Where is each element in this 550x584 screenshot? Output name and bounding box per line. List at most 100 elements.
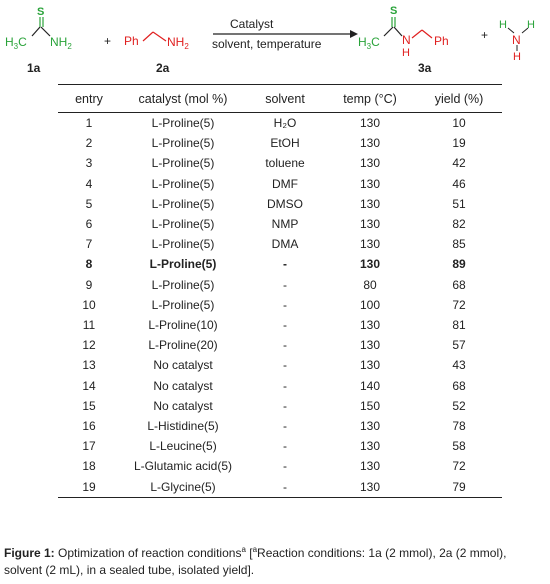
cell-solvent: - — [283, 439, 287, 454]
cell-solvent: - — [283, 257, 287, 272]
ammonia-h-right: H — [527, 19, 535, 31]
ammonia-h-left: H — [499, 19, 507, 31]
cell-solvent: - — [283, 378, 287, 393]
cell-solvent: toluene — [265, 156, 305, 171]
cell-entry: 2 — [85, 136, 93, 151]
cell-catalyst: L-Proline(5) — [151, 277, 215, 292]
cell-solvent: - — [283, 419, 287, 434]
cell-temp: 130 — [359, 257, 381, 272]
product-h3c: H3C — [358, 35, 380, 51]
ammonia-n: N — [512, 33, 521, 47]
cell-catalyst: L-Proline(5) — [151, 156, 215, 171]
cell-yield: 82 — [452, 217, 466, 232]
table-row: 15 No catalyst - 150 52 — [58, 396, 502, 416]
cell-temp: 130 — [359, 358, 381, 373]
cell-yield: 46 — [452, 176, 466, 191]
cell-entry: 18 — [82, 459, 96, 474]
table-row: 8 L-Proline(5) - 130 89 — [58, 254, 502, 274]
cell-yield: 68 — [452, 277, 466, 292]
cell-temp: 130 — [359, 217, 381, 232]
table-row: 5 L-Proline(5) DMSO 130 51 — [58, 194, 502, 214]
cell-temp: 130 — [359, 196, 381, 211]
cell-temp: 100 — [359, 297, 381, 312]
table-row: 14 No catalyst - 140 68 — [58, 376, 502, 396]
cell-yield: 79 — [416, 476, 502, 498]
ammonia-structure: H N H H — [499, 19, 535, 63]
reaction-scheme: S H3C NH2 1a + Ph NH2 2a Catalyst solven… — [5, 5, 535, 75]
table-row: 19 L-Glycine(5) -130 79 — [58, 476, 502, 498]
figure-caption: Figure 1: Optimization of reaction condi… — [4, 542, 544, 578]
optimization-table: entry catalyst (mol %) solvent temp (°C)… — [58, 84, 502, 498]
cell-entry: 11 — [82, 318, 96, 333]
cell-entry: 15 — [82, 398, 96, 413]
cell-solvent: - — [283, 398, 287, 413]
cell-entry: 19 — [58, 476, 120, 498]
cell-entry: 12 — [82, 338, 96, 353]
cell-temp: 130 — [324, 476, 416, 498]
thioacetamide-structure: S H3C NH2 1a — [5, 6, 72, 75]
cell-solvent: - — [246, 476, 324, 498]
amine-nh2: NH2 — [167, 35, 189, 51]
label-1a: 1a — [27, 61, 41, 75]
cell-catalyst: L-Proline(5) — [149, 257, 217, 272]
cell-yield: 42 — [452, 156, 466, 171]
benzylamine-structure: Ph NH2 2a — [124, 31, 189, 75]
table-header-row: entry catalyst (mol %) solvent temp (°C)… — [58, 84, 502, 113]
cell-catalyst: L-Leucine(5) — [149, 439, 217, 454]
product-nh-hydrogen: H — [402, 47, 410, 59]
cell-temp: 80 — [363, 277, 377, 292]
label-3a: 3a — [418, 61, 432, 75]
caption-note-superscript: a — [252, 545, 258, 554]
cell-yield: 72 — [452, 459, 466, 474]
cell-entry: 4 — [85, 176, 93, 191]
cell-temp: 130 — [359, 136, 381, 151]
table-row: 13 No catalyst - 130 43 — [58, 355, 502, 375]
cell-solvent: - — [283, 338, 287, 353]
cell-yield: 89 — [452, 257, 466, 272]
label-2a: 2a — [156, 61, 170, 75]
cell-yield: 19 — [452, 136, 466, 151]
caption-bracket: [ — [245, 546, 253, 560]
cell-catalyst: L-Proline(10) — [148, 318, 218, 333]
nh2-group: NH2 — [50, 35, 72, 51]
cell-entry: 7 — [85, 237, 93, 252]
cell-entry: 13 — [82, 358, 96, 373]
product-nitrogen: N — [402, 33, 411, 47]
plus-sign-1: + — [104, 34, 111, 48]
cell-temp: 130 — [359, 459, 381, 474]
cell-solvent: DMSO — [267, 196, 303, 211]
cell-solvent: - — [283, 318, 287, 333]
cell-entry: 14 — [82, 378, 96, 393]
table-row: 11 L-Proline(10) - 130 81 — [58, 315, 502, 335]
table-row: 18 L-Glutamic acid(5) - 130 72 — [58, 456, 502, 476]
header-entry: entry — [58, 84, 120, 113]
product-sulfur: S — [390, 5, 397, 17]
cell-yield: 57 — [452, 338, 466, 353]
cell-solvent: - — [283, 297, 287, 312]
caption-superscript: a — [241, 545, 246, 554]
table-row: 10 L-Proline(5) - 100 72 — [58, 295, 502, 315]
cell-yield: 52 — [452, 398, 466, 413]
cell-entry: 9 — [85, 277, 93, 292]
cell-entry: 10 — [82, 297, 96, 312]
cell-entry: 16 — [82, 419, 96, 434]
cell-entry: 6 — [85, 217, 93, 232]
cell-catalyst: L-Proline(20) — [148, 338, 218, 353]
cell-entry: 17 — [82, 439, 96, 454]
cell-yield: 68 — [452, 378, 466, 393]
table-row: 9 L-Proline(5) - 80 68 — [58, 275, 502, 295]
cell-solvent: - — [283, 459, 287, 474]
cell-solvent: DMF — [272, 176, 298, 191]
cell-yield: 10 — [452, 116, 466, 130]
cell-catalyst: L-Proline(5) — [151, 116, 215, 130]
caption-label: Figure 1: — [4, 546, 55, 560]
cell-temp: 130 — [359, 338, 381, 353]
cell-temp: 140 — [359, 378, 381, 393]
table-row: 2 L-Proline(5) EtOH 130 19 — [58, 133, 502, 153]
cell-catalyst: L-Histidine(5) — [147, 419, 219, 434]
cell-entry: 1 — [85, 116, 93, 130]
cell-catalyst: No catalyst — [153, 398, 213, 413]
cell-catalyst: L-Proline(5) — [151, 196, 215, 211]
cell-solvent: H₂O — [273, 116, 297, 130]
table-row: 1 L-Proline(5) H₂O 130 10 — [58, 113, 502, 134]
